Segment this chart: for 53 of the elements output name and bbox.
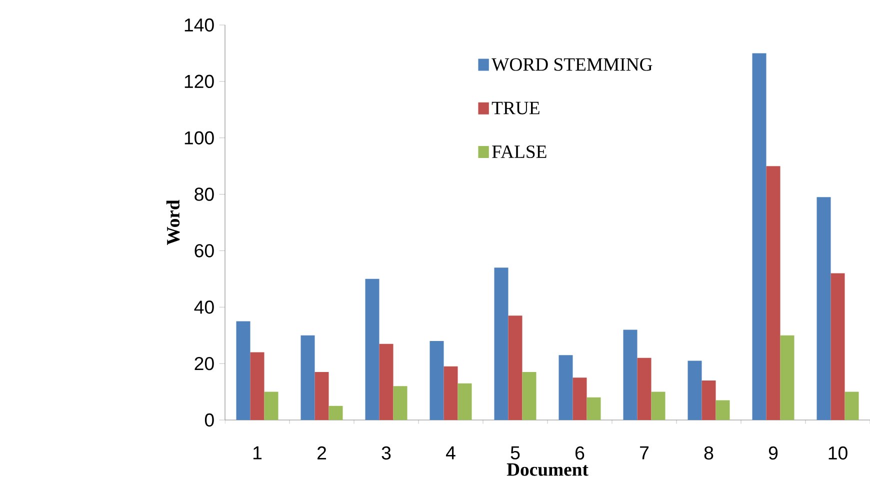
x-tick-label: 7 bbox=[640, 446, 649, 460]
bar bbox=[494, 268, 508, 420]
y-tick-label: 80 bbox=[194, 188, 214, 201]
bar bbox=[508, 316, 522, 420]
bar bbox=[651, 392, 666, 420]
legend-label: FALSE bbox=[492, 146, 546, 158]
bar bbox=[522, 372, 536, 420]
legend-label: TRUE bbox=[492, 102, 540, 114]
x-tick-label: 10 bbox=[828, 446, 848, 460]
bar bbox=[444, 366, 458, 420]
bar bbox=[458, 383, 472, 420]
bar bbox=[572, 378, 587, 420]
bar bbox=[328, 406, 343, 420]
bar bbox=[300, 335, 315, 420]
bar bbox=[393, 386, 408, 420]
bar bbox=[830, 273, 845, 420]
x-tick-label: 8 bbox=[704, 446, 714, 460]
x-tick-label: 9 bbox=[768, 446, 778, 460]
bar bbox=[688, 360, 702, 420]
y-tick-label: 100 bbox=[184, 131, 214, 144]
y-axis-title: Word bbox=[166, 200, 180, 246]
bar bbox=[264, 392, 278, 420]
bar bbox=[816, 197, 831, 420]
y-tick-label: 0 bbox=[204, 413, 214, 427]
legend-label: WORD STEMMING bbox=[492, 58, 652, 71]
bar bbox=[716, 400, 730, 420]
bar bbox=[558, 355, 573, 420]
bar bbox=[780, 335, 794, 420]
x-tick-label: 3 bbox=[382, 446, 391, 460]
bar bbox=[702, 380, 716, 420]
x-axis-title: Document bbox=[506, 463, 588, 476]
x-tick-label: 1 bbox=[253, 446, 262, 460]
bar bbox=[236, 321, 250, 420]
bar bbox=[379, 344, 394, 420]
bar bbox=[314, 372, 329, 420]
y-tick-label: 20 bbox=[194, 356, 214, 370]
x-tick-label: 5 bbox=[510, 446, 520, 460]
bar bbox=[844, 392, 859, 420]
y-tick-label: 40 bbox=[194, 300, 214, 314]
bar bbox=[586, 397, 601, 420]
x-tick-label: 4 bbox=[446, 446, 456, 460]
y-tick-label: 60 bbox=[194, 244, 214, 258]
x-tick-label: 6 bbox=[576, 446, 584, 460]
bar bbox=[365, 278, 380, 420]
bar bbox=[430, 341, 444, 420]
bar bbox=[623, 330, 638, 420]
bar bbox=[637, 358, 652, 420]
y-tick-label: 120 bbox=[184, 74, 214, 88]
y-tick-label: 140 bbox=[184, 18, 214, 32]
x-tick-label: 2 bbox=[318, 446, 326, 460]
bar bbox=[766, 166, 780, 420]
bar bbox=[250, 352, 264, 420]
bar bbox=[752, 53, 766, 420]
